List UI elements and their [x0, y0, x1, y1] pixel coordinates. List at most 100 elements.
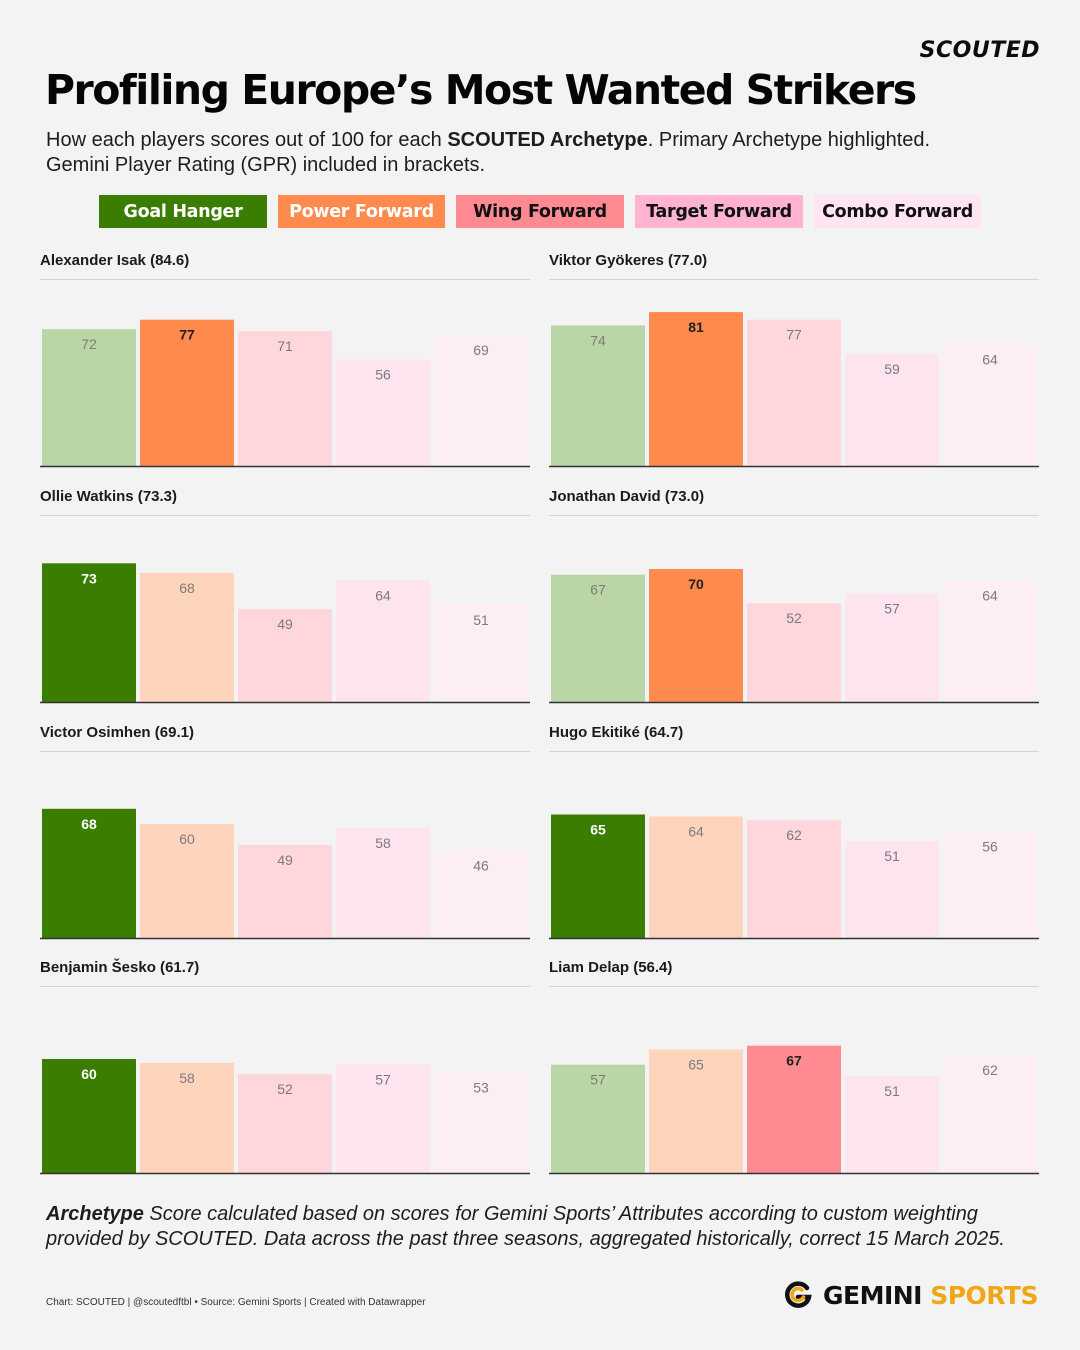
value-label-goal-hanger: 72: [81, 336, 97, 352]
panel-title: Liam Delap (56.4): [549, 959, 673, 976]
bar-combo-forward: [434, 334, 528, 466]
bar-target-forward: [336, 359, 430, 466]
player-gpr: 64.7: [649, 724, 679, 741]
bar-goal-hanger: [551, 814, 645, 938]
panel-divider: [549, 279, 1039, 280]
panel-title: Jonathan David (73.0): [549, 488, 705, 505]
panel-title: Victor Osimhen (69.1): [40, 724, 194, 741]
value-label-combo-forward: 64: [982, 587, 998, 603]
subtitle-line2: Gemini Player Rating (GPR) included in b…: [46, 154, 486, 176]
bar-chart: 65 64 62 51 56: [549, 814, 1039, 940]
panel-divider: [40, 751, 530, 752]
bar-goal-hanger: [42, 329, 136, 466]
player-name: Jonathan David: [549, 488, 661, 505]
player-name: Ollie Watkins: [40, 488, 134, 505]
bar-chart: 73 68 49 64 51: [40, 563, 530, 704]
bar-combo-forward: [434, 605, 528, 702]
value-label-target-forward: 51: [884, 848, 900, 864]
panel-title: Ollie Watkins (73.3): [40, 488, 178, 505]
bar-goal-hanger: [42, 563, 136, 702]
player-gpr: 69.1: [159, 724, 189, 741]
value-label-power-forward: 68: [179, 580, 195, 596]
bar-wing-forward: [238, 1074, 332, 1173]
panel-liam-delap: Liam Delap (56.4) 57 65 67 51 62: [549, 959, 1039, 1184]
legend: Goal Hanger Power Forward Wing Forward T…: [99, 195, 981, 228]
gemini-sports-wordmark: GEMINI SPORTS: [823, 1280, 1039, 1310]
value-label-target-forward: 57: [375, 1072, 391, 1088]
bar-chart: 72 77 71 56 69: [40, 319, 530, 468]
panel-divider: [549, 986, 1039, 987]
gemini-g-icon: [784, 1281, 812, 1308]
credits: Chart: SCOUTED | @scoutedftbl • Source: …: [46, 1297, 426, 1308]
player-gpr: 73.3: [142, 488, 173, 505]
bar-power-forward: [140, 824, 234, 938]
player-gpr: 61.7: [165, 959, 195, 976]
bar-target-forward: [845, 353, 939, 466]
bar-combo-forward: [943, 580, 1037, 702]
value-label-goal-hanger: 57: [590, 1072, 606, 1088]
bar-chart: 60 58 52 57 53: [40, 1059, 530, 1175]
footnote-text: Score calculated based on scores for Gem…: [46, 1203, 1005, 1250]
bar-power-forward: [649, 569, 743, 702]
bar-wing-forward: [747, 319, 841, 466]
legend-target-forward: Target Forward: [635, 195, 803, 228]
value-label-wing-forward: 52: [277, 1081, 293, 1097]
bar-power-forward: [140, 572, 234, 702]
bar-combo-forward: [434, 850, 528, 938]
subtitle-part1: How each players scores out of 100 for e…: [46, 129, 448, 151]
scouted-brand-logo: SCOUTED: [919, 38, 1040, 63]
value-label-goal-hanger: 68: [81, 816, 97, 832]
bar-power-forward: [649, 816, 743, 938]
value-label-wing-forward: 52: [786, 610, 802, 626]
value-label-target-forward: 56: [375, 367, 391, 383]
bar-target-forward: [845, 593, 939, 702]
player-name: Benjamin Šesko: [40, 959, 156, 976]
value-label-wing-forward: 71: [277, 338, 293, 354]
value-label-goal-hanger: 67: [590, 582, 606, 598]
bar-goal-hanger: [551, 1064, 645, 1173]
subtitle-part2: . Primary Archetype highlighted.: [647, 129, 931, 151]
value-label-power-forward: 65: [688, 1057, 704, 1073]
value-label-combo-forward: 56: [982, 839, 998, 855]
panel-ollie-watkins: Ollie Watkins (73.3) 73 68 49 64 51: [40, 488, 530, 713]
bar-goal-hanger: [551, 574, 645, 702]
bar-goal-hanger: [42, 1059, 136, 1173]
panel-viktor-gyokeres: Viktor Gyökeres (77.0) 74 81 77 59 64: [549, 252, 1039, 477]
bar-wing-forward: [238, 608, 332, 702]
bar-combo-forward: [943, 344, 1037, 466]
bar-target-forward: [336, 827, 430, 938]
value-label-target-forward: 58: [375, 835, 391, 851]
value-label-wing-forward: 49: [277, 616, 293, 632]
panel-divider: [549, 515, 1039, 516]
legend-goal-hanger: Goal Hanger: [99, 195, 267, 228]
value-label-target-forward: 57: [884, 601, 900, 617]
bar-wing-forward: [747, 603, 841, 702]
value-label-power-forward: 70: [688, 576, 704, 592]
bar-power-forward: [649, 312, 743, 466]
value-label-combo-forward: 46: [473, 858, 489, 874]
panel-alexander-isak: Alexander Isak (84.6) 72 77 71 56 69: [40, 252, 530, 477]
bar-power-forward: [140, 319, 234, 466]
panel-divider: [40, 986, 530, 987]
panel-divider: [40, 515, 530, 516]
player-name: Liam Delap: [549, 959, 630, 976]
value-label-target-forward: 59: [884, 361, 900, 377]
panel-title: Benjamin Šesko (61.7): [40, 959, 200, 976]
value-label-wing-forward: 49: [277, 852, 293, 868]
chart-subtitle: How each players scores out of 100 for e…: [46, 128, 1046, 178]
legend-power-forward: Power Forward: [278, 195, 445, 228]
bar-combo-forward: [434, 1072, 528, 1173]
bar-wing-forward: [238, 844, 332, 938]
value-label-combo-forward: 64: [982, 351, 998, 367]
panel-divider: [549, 751, 1039, 752]
value-label-wing-forward: 77: [786, 327, 802, 343]
subtitle-bold: SCOUTED Archetype: [447, 129, 648, 151]
player-gpr: 84.6: [155, 252, 185, 269]
panel-benjamin-sesko: Benjamin Šesko (61.7) 60 58 52 57 53: [40, 959, 530, 1184]
value-label-combo-forward: 51: [473, 612, 489, 628]
bar-goal-hanger: [42, 808, 136, 938]
logo-word-sports: SPORTS: [930, 1280, 1038, 1310]
player-gpr: 56.4: [638, 959, 668, 976]
footnote-bold: Archetype: [46, 1203, 144, 1225]
bar-chart: 67 70 52 57 64: [549, 569, 1039, 704]
